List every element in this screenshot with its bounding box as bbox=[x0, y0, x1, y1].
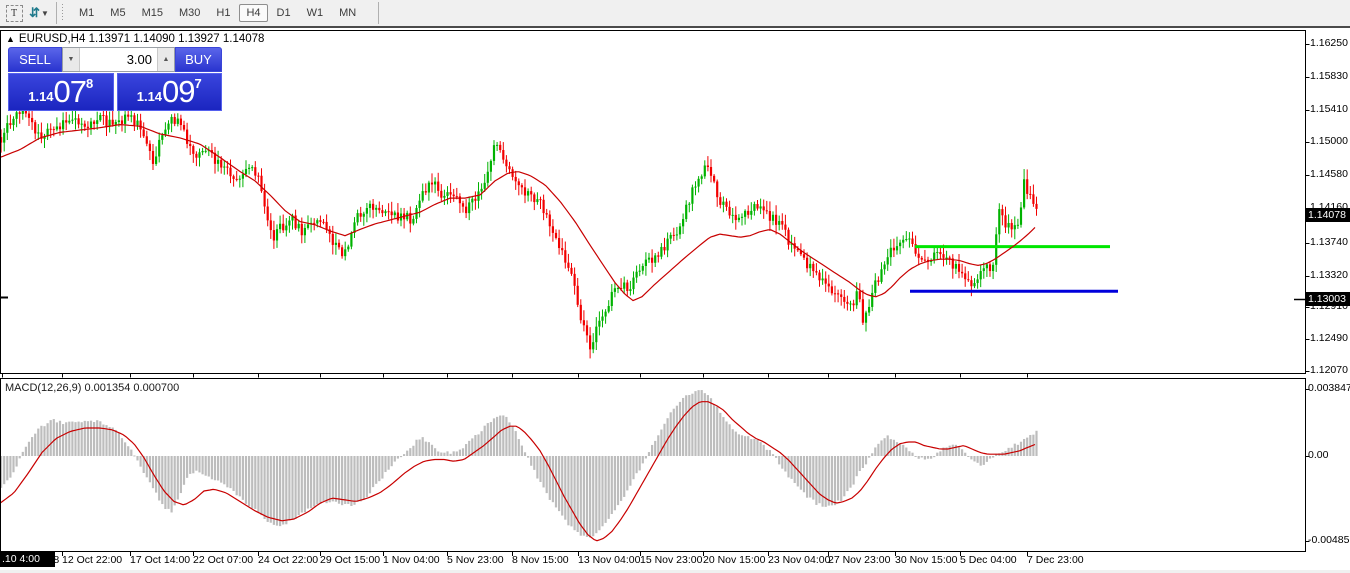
time-axis-black-tag: .10 4:00 bbox=[0, 552, 55, 567]
time-axis-label: 5 Dec 04:00 bbox=[960, 554, 1017, 566]
timeframe-buttons: M1 M5 M15 M30 H1 H4 D1 W1 MN bbox=[71, 4, 364, 22]
templates-icon[interactable]: T bbox=[3, 3, 25, 23]
price-axis-label: 1.14580 bbox=[1310, 168, 1348, 180]
timeframe-button-mn[interactable]: MN bbox=[339, 7, 357, 19]
time-axis-label: 13 Nov 04:00 bbox=[578, 554, 641, 566]
price-tag-1.14078: 1.14078 bbox=[1306, 208, 1350, 222]
price-tag-1.13003: 1.13003 bbox=[1306, 292, 1350, 306]
time-axis-label: 8 Nov 15:00 bbox=[512, 554, 569, 566]
price-axis-label: 1.13320 bbox=[1310, 269, 1348, 281]
macd-axis-label: -0.004856 bbox=[1308, 534, 1350, 546]
price-axis-label: 1.16250 bbox=[1310, 37, 1348, 49]
volume-decrease-button[interactable]: ▼ bbox=[63, 48, 80, 71]
time-axis-label: 20 Nov 15:00 bbox=[703, 554, 766, 566]
volume-increase-button[interactable]: ▲ bbox=[157, 48, 174, 71]
price-axis-label: 1.15830 bbox=[1310, 70, 1348, 82]
time-axis-label: 15 Nov 23:00 bbox=[640, 554, 703, 566]
buy-price-box[interactable]: 1.14 09 7 bbox=[116, 73, 222, 111]
toolbar-separator-right bbox=[378, 2, 380, 24]
chart-symbol-title: ▲ EURUSD,H4 1.13971 1.14090 1.13927 1.140… bbox=[6, 33, 265, 45]
top-toolbar: T ⇵ ▼ M1 M5 M15 M30 H1 H4 D1 W1 MN bbox=[0, 0, 1350, 27]
timeframe-button-m30[interactable]: M30 bbox=[178, 7, 201, 19]
chart-canvas[interactable] bbox=[0, 28, 1350, 573]
time-axis-label: 1 Nov 04:00 bbox=[383, 554, 440, 566]
price-axis-label: 1.15000 bbox=[1310, 135, 1348, 147]
volume-spinner: ▼ 3.00 ▲ bbox=[62, 47, 175, 72]
macd-indicator-label: MACD(12,26,9) 0.001354 0.000700 bbox=[5, 382, 180, 394]
buy-button[interactable]: BUY bbox=[175, 47, 222, 72]
price-axis-label: 1.15410 bbox=[1310, 103, 1348, 115]
timeframe-button-m15[interactable]: M15 bbox=[141, 7, 163, 19]
timeframe-button-w1[interactable]: W1 bbox=[306, 7, 324, 19]
macd-axis-label: 0.003847 bbox=[1308, 382, 1350, 394]
volume-input[interactable]: 3.00 bbox=[126, 52, 152, 67]
buy-price-prefix: 1.14 bbox=[136, 89, 163, 104]
time-axis-label: 23 Nov 04:00 bbox=[768, 554, 831, 566]
time-axis-label: 27 Nov 23:00 bbox=[828, 554, 891, 566]
time-axis-label: 24 Oct 22:00 bbox=[258, 554, 319, 566]
time-axis-label: 12 Oct 22:00 bbox=[62, 554, 123, 566]
sell-price-big: 07 bbox=[53, 74, 87, 109]
price-axis-label: 1.13740 bbox=[1310, 236, 1348, 248]
timeframe-button-h4[interactable]: H4 bbox=[239, 4, 268, 22]
toolbar-grip-handle[interactable] bbox=[61, 4, 65, 22]
macd-axis-label: 0.00 bbox=[1308, 449, 1329, 461]
buy-price-big: 09 bbox=[162, 74, 195, 109]
time-axis-label: 7 Dec 23:00 bbox=[1027, 554, 1084, 566]
toolbar-separator bbox=[56, 2, 57, 24]
timeframe-button-h1[interactable]: H1 bbox=[216, 7, 231, 19]
buy-price-sup: 7 bbox=[194, 76, 202, 91]
price-axis-label: 1.12490 bbox=[1310, 332, 1348, 344]
chart-window-top-border bbox=[0, 26, 1350, 28]
sell-price-prefix: 1.14 bbox=[28, 89, 54, 104]
time-axis-label: 5 Nov 23:00 bbox=[447, 554, 504, 566]
templates-icon-glyph: T bbox=[5, 4, 23, 22]
price-axis-label: 1.12070 bbox=[1310, 364, 1348, 376]
sell-price-sup: 8 bbox=[86, 76, 94, 91]
symbol-arrow-icon: ▲ bbox=[6, 34, 15, 44]
sell-price-box[interactable]: 1.14 07 8 bbox=[8, 73, 114, 111]
one-click-trading-panel: SELL ▼ 3.00 ▲ BUY 1.14 07 8 1.14 09 7 bbox=[8, 47, 222, 111]
time-axis-label: 22 Oct 07:00 bbox=[193, 554, 254, 566]
timeframe-button-m1[interactable]: M1 bbox=[79, 7, 95, 19]
chevron-down-icon: ▼ bbox=[40, 8, 49, 18]
time-axis-label: 29 Oct 15:00 bbox=[320, 554, 381, 566]
time-axis-label: 30 Nov 15:00 bbox=[895, 554, 958, 566]
indicators-icon[interactable]: ⇵ ▼ bbox=[29, 5, 49, 20]
time-axis-label: 17 Oct 14:00 bbox=[130, 554, 191, 566]
timeframe-button-d1[interactable]: D1 bbox=[276, 7, 291, 19]
sell-button[interactable]: SELL bbox=[8, 47, 62, 72]
timeframe-button-m5[interactable]: M5 bbox=[110, 7, 126, 19]
chart-window: ▲ EURUSD,H4 1.13971 1.14090 1.13927 1.140… bbox=[0, 28, 1350, 570]
